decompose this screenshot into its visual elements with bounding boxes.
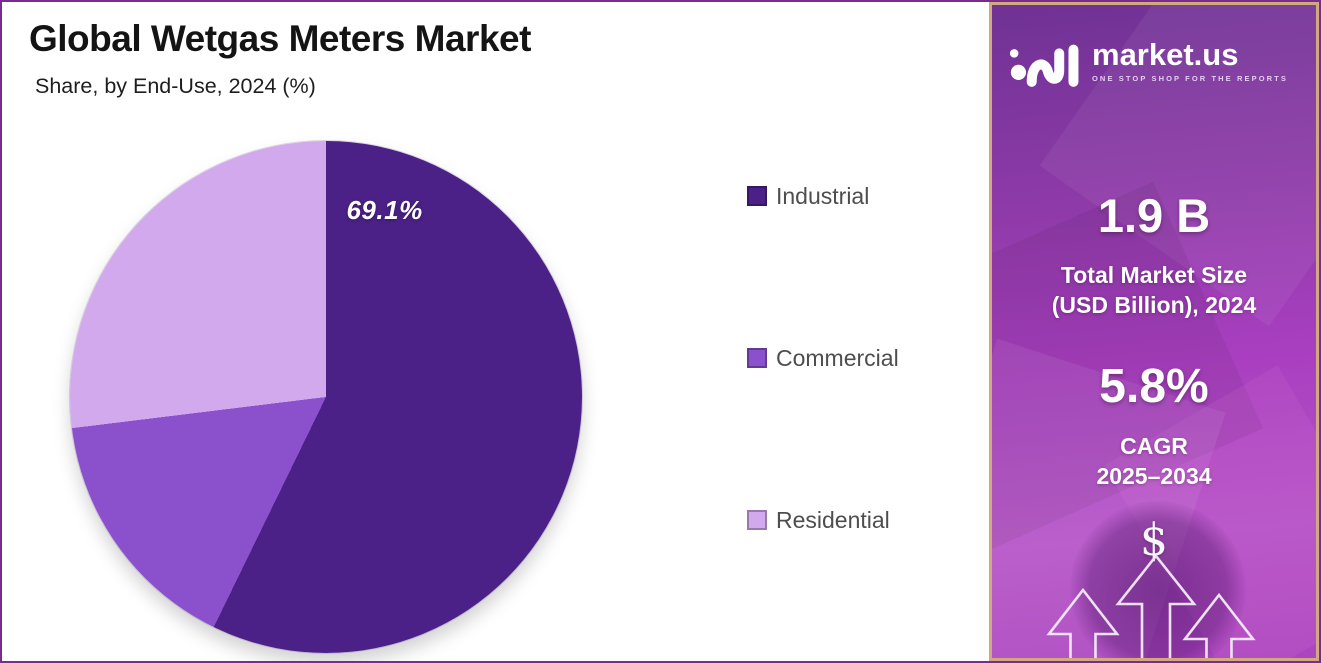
page-subtitle: Share, by End-Use, 2024 (%)	[35, 74, 316, 98]
pie-chart: 69.1%	[70, 141, 582, 653]
legend-label-industrial: Industrial	[776, 182, 870, 209]
legend-item-commercial: Commercial	[747, 344, 899, 371]
legend-item-industrial: Industrial	[747, 182, 899, 209]
stat-market-size-label-line2: (USD Billion), 2024	[1051, 291, 1257, 318]
stat-market-size-label: Total Market Size (USD Billion), 2024	[992, 261, 1316, 321]
chart-legend: Industrial Commercial Residential	[747, 182, 899, 661]
marketus-logo-icon	[1009, 44, 1079, 87]
legend-swatch-industrial-icon	[747, 186, 767, 206]
stat-cagr-value: 5.8%	[1099, 360, 1209, 413]
growth-arrows-icon	[1046, 553, 1256, 658]
stat-cagr-label-line2: 2025–2034	[1096, 463, 1212, 490]
stat-market-size-label-line1: Total Market Size	[1060, 262, 1248, 288]
legend-item-residential: Residential	[747, 506, 899, 533]
decorative-circle	[1070, 501, 1246, 658]
brand-text-block: market.us ONE STOP SHOP FOR THE REPORTS	[1092, 39, 1288, 83]
legend-label-residential: Residential	[776, 506, 890, 533]
brand-tagline: ONE STOP SHOP FOR THE REPORTS	[1092, 74, 1288, 83]
stat-market-size-value: 1.9 B	[1097, 189, 1211, 242]
chart-panel: Global Wetgas Meters Market Share, by En…	[2, 2, 989, 661]
legend-swatch-commercial-icon	[747, 348, 767, 368]
stat-cagr-label: CAGR 2025–2034	[992, 431, 1316, 492]
brand-sidebar: market.us ONE STOP SHOP FOR THE REPORTS …	[989, 2, 1319, 661]
stat-cagr-label-line1: CAGR	[1120, 433, 1188, 459]
page-title: Global Wetgas Meters Market	[29, 18, 531, 59]
legend-label-commercial: Commercial	[776, 344, 899, 371]
brand-name: market.us	[1092, 37, 1239, 72]
brand-logo: market.us ONE STOP SHOP FOR THE REPORTS	[1008, 31, 1288, 91]
legend-swatch-residential-icon	[747, 510, 767, 530]
pie-slice-label-industrial: 69.1%	[346, 194, 423, 225]
